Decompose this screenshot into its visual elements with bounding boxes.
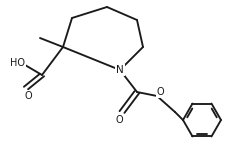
Text: O: O <box>24 91 32 101</box>
Text: O: O <box>155 87 163 97</box>
Text: O: O <box>115 115 122 125</box>
Text: N: N <box>116 65 123 75</box>
Text: HO: HO <box>10 58 25 68</box>
